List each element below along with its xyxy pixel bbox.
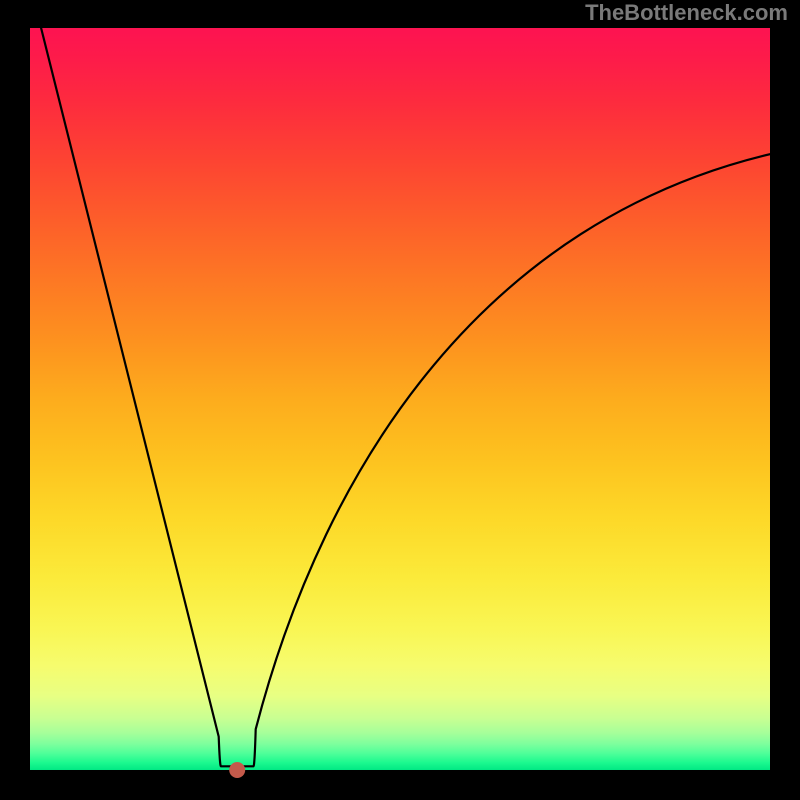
- optimum-marker: [229, 762, 245, 778]
- bottleneck-chart: TheBottleneck.com: [0, 0, 800, 800]
- watermark-text: TheBottleneck.com: [585, 0, 788, 25]
- plot-background: [30, 28, 770, 770]
